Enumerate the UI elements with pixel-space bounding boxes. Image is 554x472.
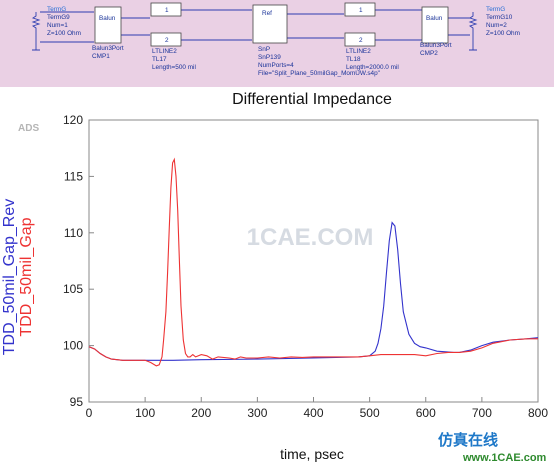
term-left-num: Num=1 — [47, 22, 68, 29]
balun-right-type: Balun3Port — [420, 42, 452, 49]
x-tick-label: 100 — [135, 406, 155, 420]
balun-right-name: CMP2 — [420, 50, 438, 57]
term-right-z: Z=100 Ohm — [486, 30, 520, 37]
balun-left-name: CMP1 — [92, 53, 110, 60]
logo-url: www.1CAE.com — [462, 452, 547, 464]
x-tick-label: 400 — [303, 406, 323, 420]
y-tick-label: 105 — [63, 282, 83, 296]
schematic-wires — [32, 9, 477, 51]
schematic-panel: TermG TermG9 Num=1 Z=100 Ohm Balun Balun… — [0, 0, 554, 87]
x-tick-label: 700 — [472, 406, 492, 420]
line-right-port1: 1 — [359, 7, 363, 14]
term-left-z: Z=100 Ohm — [47, 30, 81, 37]
line-left-type: LTLINE2 — [152, 48, 177, 55]
x-tick-label: 200 — [191, 406, 211, 420]
chart-svg: Differential Impedance ADS 1CAE.COM 95 10… — [1, 91, 548, 464]
line-right[interactable]: 1 2 — [344, 2, 376, 47]
term-right-type: TermG — [486, 6, 505, 13]
line-left[interactable]: 1 2 — [150, 2, 182, 47]
plot-panel: Differential Impedance ADS 1CAE.COM 95 10… — [0, 87, 554, 467]
line-right-length: Length=2000.0 mil — [346, 64, 399, 71]
y-label-series-gap: TDD_50mil_Gap — [18, 217, 35, 336]
y-tick-label: 95 — [70, 395, 84, 409]
schematic-svg: TermG TermG9 Num=1 Z=100 Ohm Balun Balun… — [31, 2, 520, 77]
line-right-type: LTLINE2 — [346, 48, 371, 55]
line-left-port2: 2 — [165, 37, 169, 44]
snp-block[interactable]: Ref — [252, 4, 288, 44]
svg-text:Ref: Ref — [262, 10, 272, 17]
x-tick-label: 800 — [528, 406, 548, 420]
term-left-type: TermG — [47, 6, 66, 13]
balun-left-glyph: Balun — [99, 15, 116, 22]
balun-left[interactable]: Balun — [94, 6, 122, 44]
term-right[interactable] — [468, 12, 478, 38]
line-right-port2: 2 — [359, 37, 363, 44]
line-left-name: TL17 — [152, 56, 167, 63]
balun-right[interactable]: Balun — [421, 6, 449, 44]
line-right-name: TL18 — [346, 56, 361, 63]
y-tick-label: 100 — [63, 339, 83, 353]
snp-name: SnP139 — [258, 54, 281, 61]
snp-ports: NumPorts=4 — [258, 62, 294, 69]
term-right-num: Num=2 — [486, 22, 507, 29]
balun-right-glyph: Balun — [426, 15, 443, 22]
y-label-series-rev: TDD_50mil_Gap_Rev — [1, 199, 18, 356]
x-axis: 0 100 200 300 400 500 600 700 800 — [86, 397, 548, 420]
y-tick-label: 110 — [64, 226, 83, 240]
logo-cn: 仿真在线 — [438, 431, 498, 449]
snp-type: SnP — [258, 46, 270, 53]
x-tick-label: 0 — [86, 406, 93, 420]
term-left-name: TermG9 — [47, 14, 70, 21]
term-left[interactable] — [31, 12, 41, 38]
x-axis-label: time, psec — [280, 446, 344, 462]
x-tick-label: 300 — [247, 406, 267, 420]
x-tick-label: 600 — [416, 406, 436, 420]
balun-left-type: Balun3Port — [92, 45, 124, 52]
series-line-1 — [88, 157, 538, 367]
snp-file: File="Split_Plane_50milGap_MomUW.s4p" — [258, 70, 380, 77]
line-left-length: Length=500 mil — [152, 64, 196, 71]
watermark: 1CAE.COM — [247, 224, 374, 251]
y-tick-label: 115 — [64, 169, 83, 183]
line-left-port1: 1 — [165, 7, 169, 14]
y-axis: 95 100 105 110 115 120 — [63, 113, 94, 409]
tool-label: ADS — [18, 123, 39, 134]
plot-frame — [88, 119, 539, 403]
series-lines — [88, 157, 539, 367]
chart-title: Differential Impedance — [232, 91, 392, 108]
x-tick-label: 500 — [360, 406, 380, 420]
y-tick-label: 120 — [63, 113, 83, 127]
term-right-name: TermG10 — [486, 14, 513, 21]
